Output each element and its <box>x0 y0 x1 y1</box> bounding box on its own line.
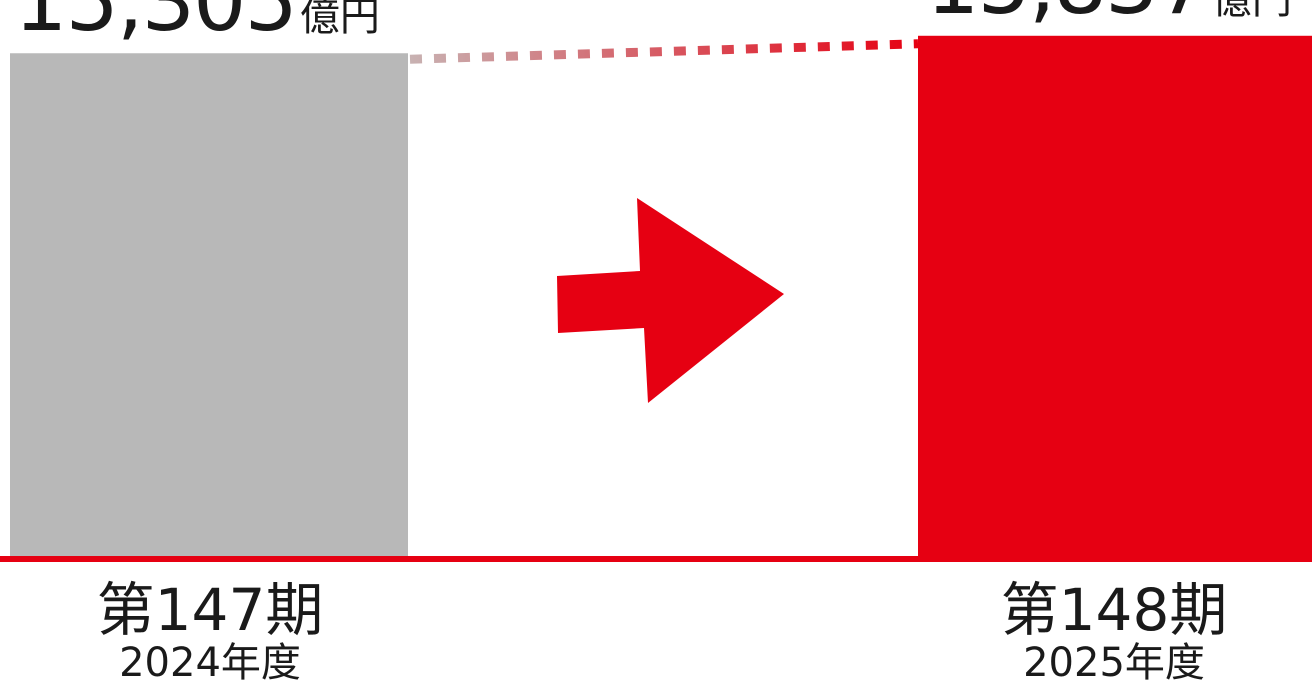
period-label: 第147期 <box>96 576 324 644</box>
value-label-148: 15,837億円 <box>926 0 1292 26</box>
value-number: 15,305 <box>14 0 298 51</box>
fiscal-year-label: 2025年度 <box>1023 639 1205 686</box>
trend-dashed-line <box>409 39 919 64</box>
bar-148 <box>918 35 1312 556</box>
category-label-147: 第147期 2024年度 <box>40 580 380 685</box>
value-unit: 億円 <box>299 0 380 41</box>
fiscal-year-label: 2024年度 <box>119 639 301 686</box>
arrow-right-icon <box>557 198 784 403</box>
value-label-147: 15,305 億円 <box>14 0 380 43</box>
bar-147 <box>10 53 408 557</box>
period-label: 第148期 <box>1000 576 1228 644</box>
category-label-148: 第148期 2025年度 <box>944 580 1284 685</box>
value-number: 15,837 <box>926 0 1210 33</box>
value-unit: 億円 <box>1212 0 1292 23</box>
